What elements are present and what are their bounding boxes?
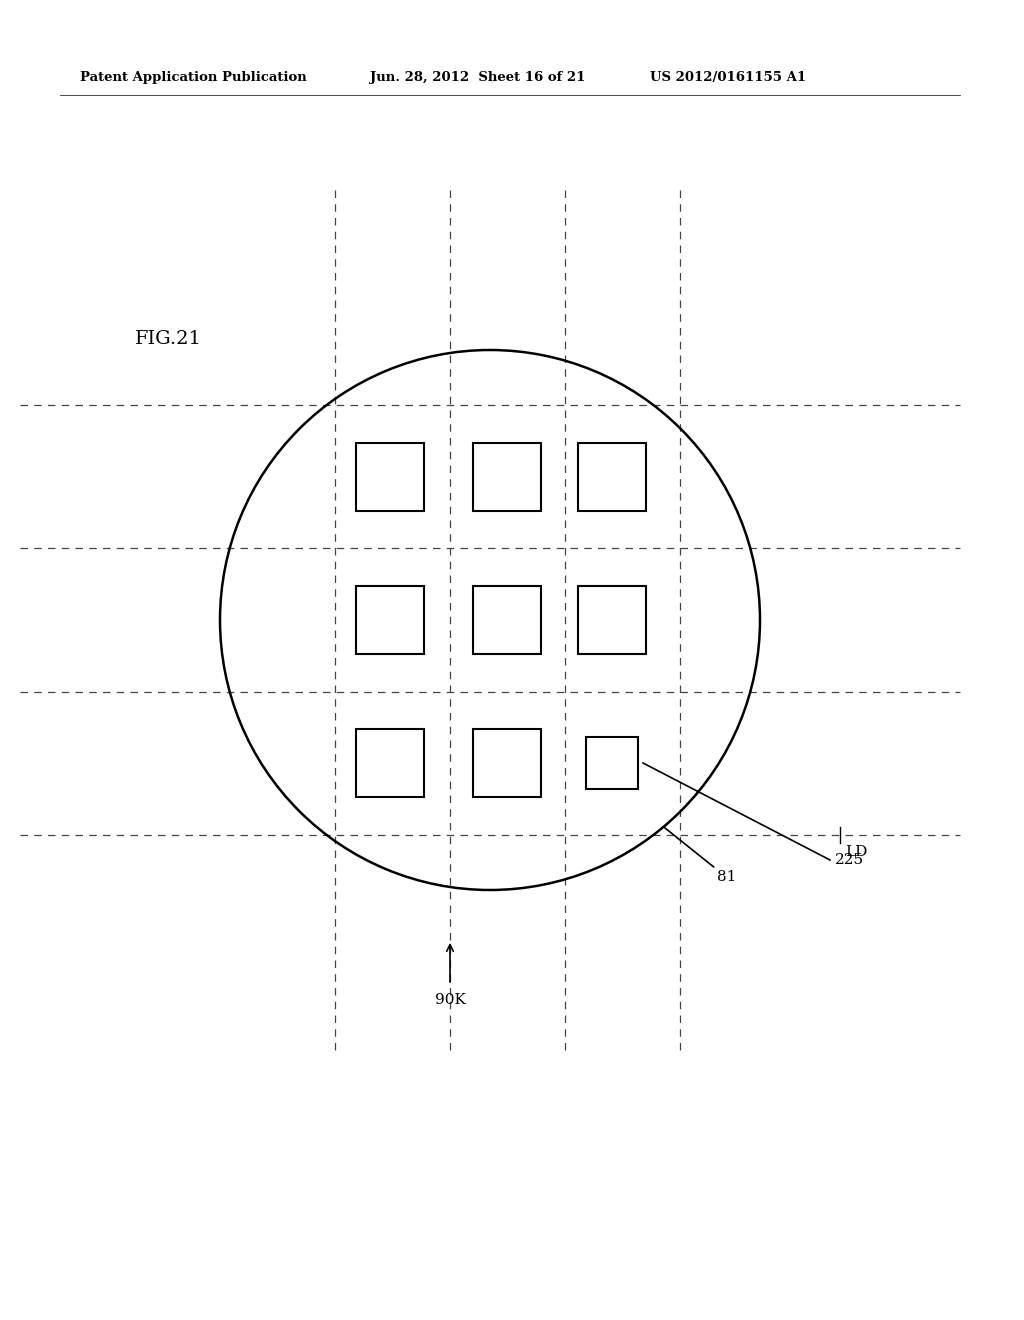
Text: LD: LD [845, 845, 867, 859]
Bar [578, 586, 646, 653]
Text: 81: 81 [717, 870, 736, 884]
Text: Jun. 28, 2012  Sheet 16 of 21: Jun. 28, 2012 Sheet 16 of 21 [370, 71, 586, 84]
Bar [473, 729, 541, 797]
Text: 225: 225 [835, 853, 864, 867]
Bar [578, 444, 646, 511]
Text: FIG.21: FIG.21 [135, 330, 202, 348]
Bar [356, 444, 424, 511]
Bar [356, 729, 424, 797]
Bar [473, 586, 541, 653]
Bar [586, 737, 638, 789]
Bar [473, 444, 541, 511]
Text: 90K: 90K [434, 993, 466, 1007]
Bar [356, 586, 424, 653]
Text: Patent Application Publication: Patent Application Publication [80, 71, 307, 84]
Text: US 2012/0161155 A1: US 2012/0161155 A1 [650, 71, 806, 84]
